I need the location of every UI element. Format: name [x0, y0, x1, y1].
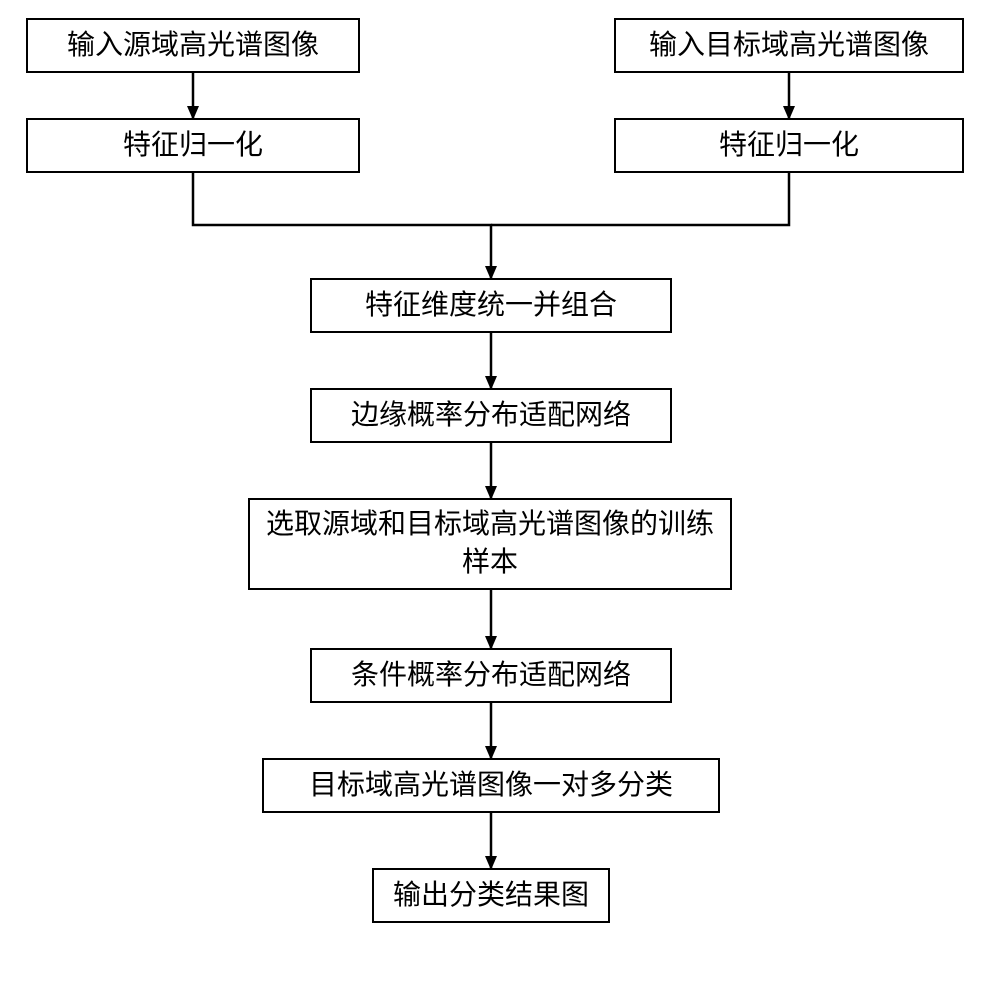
- edge-src_norm-to-combine: [193, 173, 491, 278]
- node-label: 输出分类结果图: [393, 877, 589, 915]
- node-tgt_norm: 特征归一化: [614, 118, 964, 173]
- node-label: 选取源域和目标域高光谱图像的训练样本: [258, 506, 722, 582]
- node-conditional: 条件概率分布适配网络: [310, 648, 672, 703]
- node-classify: 目标域高光谱图像一对多分类: [262, 758, 720, 813]
- node-label: 条件概率分布适配网络: [351, 657, 631, 695]
- edge-tgt_norm-to-combine: [491, 173, 789, 225]
- node-select: 选取源域和目标域高光谱图像的训练样本: [248, 498, 732, 590]
- flowchart-canvas: 输入源域高光谱图像输入目标域高光谱图像特征归一化特征归一化特征维度统一并组合边缘…: [0, 0, 1000, 990]
- node-label: 目标域高光谱图像一对多分类: [309, 767, 673, 805]
- node-label: 边缘概率分布适配网络: [351, 397, 631, 435]
- node-label: 特征归一化: [719, 127, 859, 165]
- node-combine: 特征维度统一并组合: [310, 278, 672, 333]
- node-label: 输入目标域高光谱图像: [649, 27, 929, 65]
- node-label: 特征归一化: [123, 127, 263, 165]
- node-src_input: 输入源域高光谱图像: [26, 18, 360, 73]
- node-label: 特征维度统一并组合: [365, 287, 617, 325]
- node-marginal: 边缘概率分布适配网络: [310, 388, 672, 443]
- node-label: 输入源域高光谱图像: [67, 27, 319, 65]
- node-output: 输出分类结果图: [372, 868, 610, 923]
- node-src_norm: 特征归一化: [26, 118, 360, 173]
- node-tgt_input: 输入目标域高光谱图像: [614, 18, 964, 73]
